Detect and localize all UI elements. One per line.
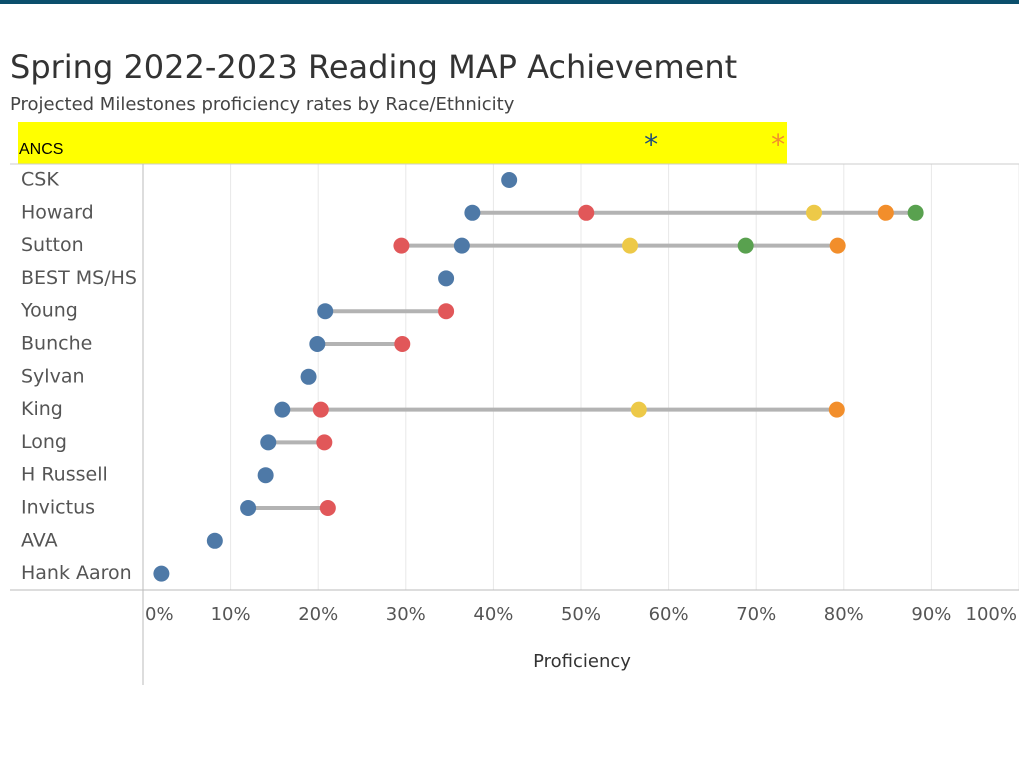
y-tick-label: Sutton: [21, 234, 84, 256]
dot: [394, 336, 411, 352]
x-tick-label: 0%: [145, 604, 174, 625]
dot: [438, 303, 455, 320]
chart-subtitle: Projected Milestones proficiency rates b…: [10, 94, 515, 115]
x-tick-label: 30%: [386, 604, 426, 625]
highlight-label: ANCS: [19, 141, 63, 158]
y-tick-label: Howard: [21, 201, 94, 223]
y-tick-label: BEST MS/HS: [21, 267, 137, 289]
x-tick-label: 90%: [911, 604, 951, 625]
dot: [317, 303, 334, 320]
dot: [260, 434, 277, 451]
x-axis-label: Proficiency: [533, 651, 631, 672]
top-bar: [0, 0, 1019, 4]
y-tick-label: H Russell: [21, 464, 108, 486]
dot: [829, 237, 846, 254]
y-tick-label: Hank Aaron: [21, 562, 132, 584]
x-tick-label: 100%: [966, 604, 1017, 625]
dot: [438, 270, 455, 287]
dot: [257, 467, 274, 484]
highlight-band: [18, 122, 787, 164]
dot: [578, 204, 595, 221]
y-tick-label: Young: [20, 300, 78, 322]
dot: [393, 237, 410, 254]
dot: [206, 532, 223, 549]
highlight-marker: *: [644, 128, 658, 161]
dot: [319, 500, 336, 516]
y-tick-label: King: [21, 398, 63, 420]
x-tick-label: 50%: [561, 604, 601, 625]
dot: [300, 368, 317, 385]
y-tick-label: CSK: [21, 169, 59, 191]
x-tick-label: 40%: [473, 604, 513, 625]
dot: [316, 434, 333, 451]
dot: [312, 401, 329, 418]
dot: [153, 565, 170, 582]
dot: [630, 401, 647, 418]
dot: [877, 204, 894, 221]
dot: [453, 237, 470, 254]
dot: [274, 401, 291, 418]
dot: [828, 401, 845, 418]
y-tick-label: Sylvan: [21, 365, 85, 387]
dot: [464, 204, 481, 221]
dot: [309, 336, 326, 352]
x-tick-label: 70%: [736, 604, 776, 625]
y-tick-label: Invictus: [21, 497, 95, 519]
dot: [501, 172, 518, 188]
highlight-marker: *: [771, 128, 785, 161]
x-tick-label: 20%: [298, 604, 338, 625]
y-tick-label: Bunche: [21, 333, 92, 355]
y-tick-label: AVA: [21, 529, 58, 551]
chart-title: Spring 2022-2023 Reading MAP Achievement: [10, 48, 737, 86]
x-tick-label: 80%: [824, 604, 864, 625]
dot: [806, 204, 823, 221]
x-tick-label: 60%: [649, 604, 689, 625]
dot: [737, 237, 754, 254]
dot: [907, 204, 924, 221]
dot: [622, 237, 639, 254]
y-tick-label: Long: [21, 431, 67, 453]
x-tick-label: 10%: [211, 604, 251, 625]
dot: [240, 500, 257, 516]
